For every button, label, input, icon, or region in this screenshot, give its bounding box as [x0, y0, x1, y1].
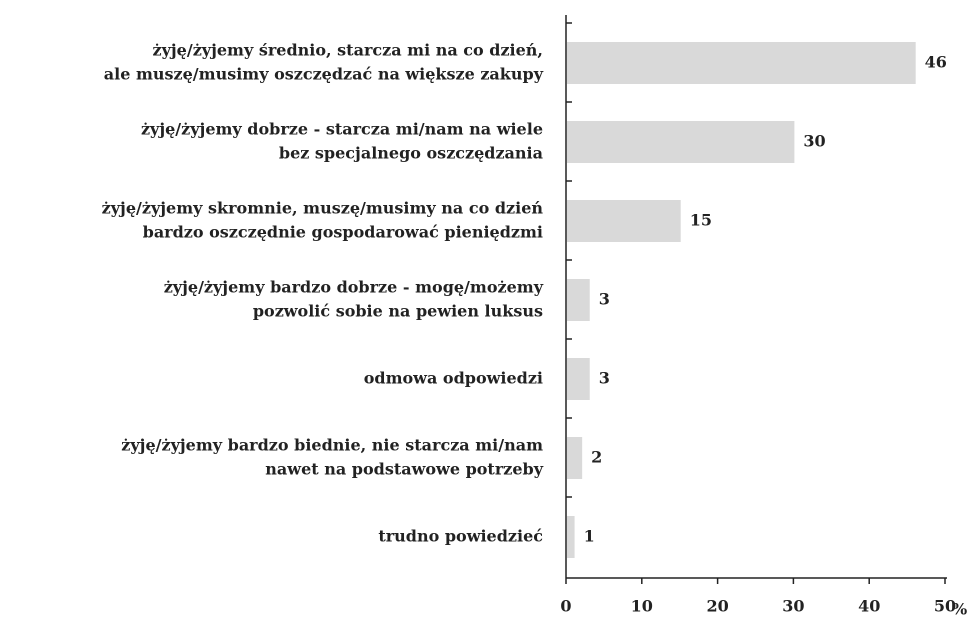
- bar: [567, 437, 583, 479]
- value-label: 30: [803, 132, 825, 151]
- category-label: trudno powiedzieć: [378, 527, 543, 546]
- value-label: 46: [925, 53, 947, 72]
- value-label: 1: [584, 527, 595, 546]
- x-tick-label: 20: [706, 597, 728, 616]
- bar: [567, 279, 590, 321]
- category-label: żyję/żyjemy bardzo dobrze - mogę/możemy: [164, 278, 544, 297]
- x-axis-label: %: [952, 600, 967, 619]
- category-label: bardzo oszczędnie gospodarować pieniędzm…: [143, 223, 543, 242]
- value-label: 3: [599, 369, 610, 388]
- category-label: pozwolić sobie na pewien luksus: [253, 302, 543, 321]
- category-label: żyję/żyjemy skromnie, muszę/musimy na co…: [102, 199, 544, 218]
- category-label: ale muszę/musimy oszczędzać na większe z…: [104, 65, 544, 84]
- value-label: 15: [690, 211, 712, 230]
- category-label: żyję/żyjemy dobrze - starcza mi/nam na w…: [141, 120, 543, 139]
- x-tick-label: 50: [934, 597, 956, 616]
- category-label: żyję/żyjemy średnio, starcza mi na co dz…: [153, 41, 544, 60]
- category-label: bez specjalnego oszczędzania: [279, 144, 543, 163]
- x-tick-label: 30: [782, 597, 804, 616]
- x-tick-label: 10: [631, 597, 653, 616]
- bar: [567, 516, 575, 558]
- value-label: 3: [599, 290, 610, 309]
- bar: [567, 42, 916, 84]
- category-label: żyję/żyjemy bardzo biednie, nie starcza …: [121, 436, 543, 455]
- value-label: 2: [591, 448, 602, 467]
- bar: [567, 121, 795, 163]
- bar: [567, 200, 681, 242]
- bar: [567, 358, 590, 400]
- x-tick-label: 40: [858, 597, 880, 616]
- category-label: nawet na podstawowe potrzeby: [265, 460, 543, 479]
- category-label: odmowa odpowiedzi: [364, 369, 543, 388]
- x-tick-label: 0: [560, 597, 571, 616]
